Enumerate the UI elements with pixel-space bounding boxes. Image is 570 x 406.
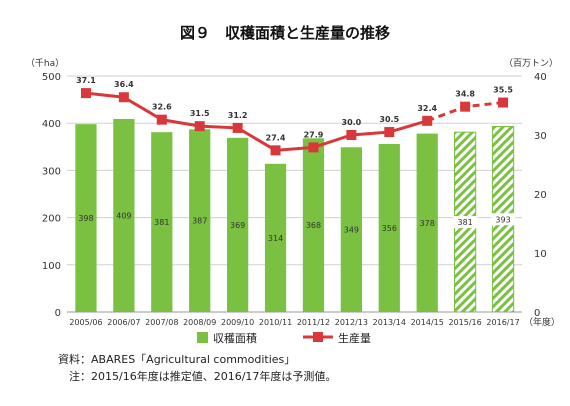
category-label: 2005/06	[69, 318, 102, 327]
line-point	[460, 101, 471, 112]
category-label: 2015/16	[449, 318, 482, 327]
bar	[75, 124, 97, 312]
bar-label-bg	[491, 213, 516, 226]
category-label: 2014/15	[411, 318, 444, 327]
left-axis-unit: （千ha）	[26, 58, 64, 69]
line-value-label: 32.4	[417, 104, 437, 113]
bar-value-label: 387	[192, 217, 207, 226]
category-label: 2008/09	[183, 318, 216, 327]
line-point	[270, 145, 281, 156]
bar-value-label: 368	[306, 221, 321, 230]
category-label: 2011/12	[297, 318, 330, 327]
line-value-label: 30.0	[342, 118, 362, 127]
category-labels: 2005/06 2006/07 2007/08 2008/09 2009/10 2010/…	[69, 318, 519, 327]
bar-value-label: 356	[382, 224, 397, 233]
category-label: 2016/17	[486, 318, 519, 327]
legend: 収穫面積 生産量	[197, 331, 371, 345]
line-value-label: 35.5	[493, 86, 513, 95]
line-value-label: 27.9	[304, 130, 324, 139]
bar	[340, 147, 362, 312]
chart: 図９ 収穫面積と生産量の推移 （千ha） （百万トン） （年度） 0100200…	[26, 24, 560, 345]
category-label: 2006/07	[107, 318, 140, 327]
left-tick-label: 300	[42, 166, 61, 177]
legend-line-marker	[313, 332, 323, 342]
line-point	[80, 88, 91, 99]
bar-value-label: 398	[78, 214, 93, 223]
line-value-label: 32.6	[152, 103, 172, 112]
bar-value-label: 393	[495, 215, 510, 224]
line-value-label: 30.5	[379, 115, 399, 124]
line-point	[346, 130, 357, 140]
line-value-label: 37.1	[76, 76, 96, 85]
right-axis-ticks: 0 10 20 30 40	[534, 72, 547, 319]
line-value-label: 27.4	[266, 133, 286, 142]
bar-labels: 398 409 381 387 369 314 368 349 356 378 381 393	[78, 211, 516, 243]
bar-value-label: 314	[268, 234, 283, 243]
bar-value-label: 381	[457, 218, 472, 227]
line-point	[422, 115, 433, 126]
left-axis-ticks: 0 100 200 300 400 500	[42, 72, 61, 319]
line-point	[498, 97, 509, 108]
legend-bar-label: 収穫面積	[213, 331, 257, 345]
right-tick-label: 40	[534, 72, 547, 83]
left-tick-label: 500	[42, 72, 61, 83]
line-point	[118, 92, 129, 103]
category-label: 2013/14	[373, 318, 406, 327]
left-tick-label: 400	[42, 119, 61, 130]
category-label: 2010/11	[259, 318, 292, 327]
line-point	[232, 122, 243, 133]
chart-title: 図９ 収穫面積と生産量の推移	[180, 24, 390, 42]
bar	[264, 163, 287, 312]
source-note: 資料：ABARES「Agricultural commodities」	[58, 353, 296, 366]
legend-bar-swatch	[197, 332, 208, 343]
legend-line-label: 生産量	[338, 331, 371, 345]
line-point	[194, 121, 205, 132]
bar-value-label: 369	[230, 221, 245, 230]
left-tick-label: 0	[55, 308, 61, 319]
line-point	[308, 142, 319, 153]
right-tick-label: 10	[534, 249, 547, 260]
line-value-label: 34.8	[455, 90, 475, 99]
line-value-label: 31.5	[190, 109, 210, 118]
bar	[378, 143, 400, 312]
bar-value-label: 409	[116, 211, 131, 220]
footnote: 注：2015/16年度は推定値、2016/17年度は予測値。	[58, 370, 337, 383]
bar	[113, 118, 135, 313]
right-tick-label: 0	[534, 308, 540, 319]
bar	[227, 137, 249, 312]
right-tick-label: 20	[534, 190, 547, 201]
line-point	[384, 127, 395, 138]
category-label: 2007/08	[145, 318, 178, 327]
notes: 資料：ABARES「Agricultural commodities」 注：20…	[58, 351, 336, 385]
line-series	[80, 88, 509, 156]
category-label: 2012/13	[335, 318, 368, 327]
bar-value-label: 349	[344, 226, 359, 235]
left-tick-label: 100	[42, 261, 61, 272]
x-axis-unit: （年度）	[524, 316, 560, 328]
left-tick-label: 200	[42, 214, 61, 225]
bar	[416, 133, 438, 312]
category-label: 2009/10	[221, 318, 254, 327]
line-value-label: 31.2	[228, 111, 248, 120]
bar-value-label: 378	[420, 219, 435, 228]
bar-value-label: 381	[154, 218, 169, 227]
line-solid	[85, 91, 428, 152]
line-labels: 37.1 36.4 32.6 31.5 31.2 27.4 27.9 30.0 30.5 32.4…	[76, 76, 513, 142]
line-value-label: 36.4	[114, 80, 134, 89]
right-axis-unit: （百万トン）	[504, 58, 558, 69]
bar	[302, 138, 325, 312]
right-tick-label: 30	[534, 131, 547, 142]
gridlines	[67, 75, 522, 266]
bar	[189, 129, 211, 312]
line-point	[156, 114, 167, 125]
bar-label-bg	[453, 216, 478, 229]
bar	[151, 132, 173, 312]
